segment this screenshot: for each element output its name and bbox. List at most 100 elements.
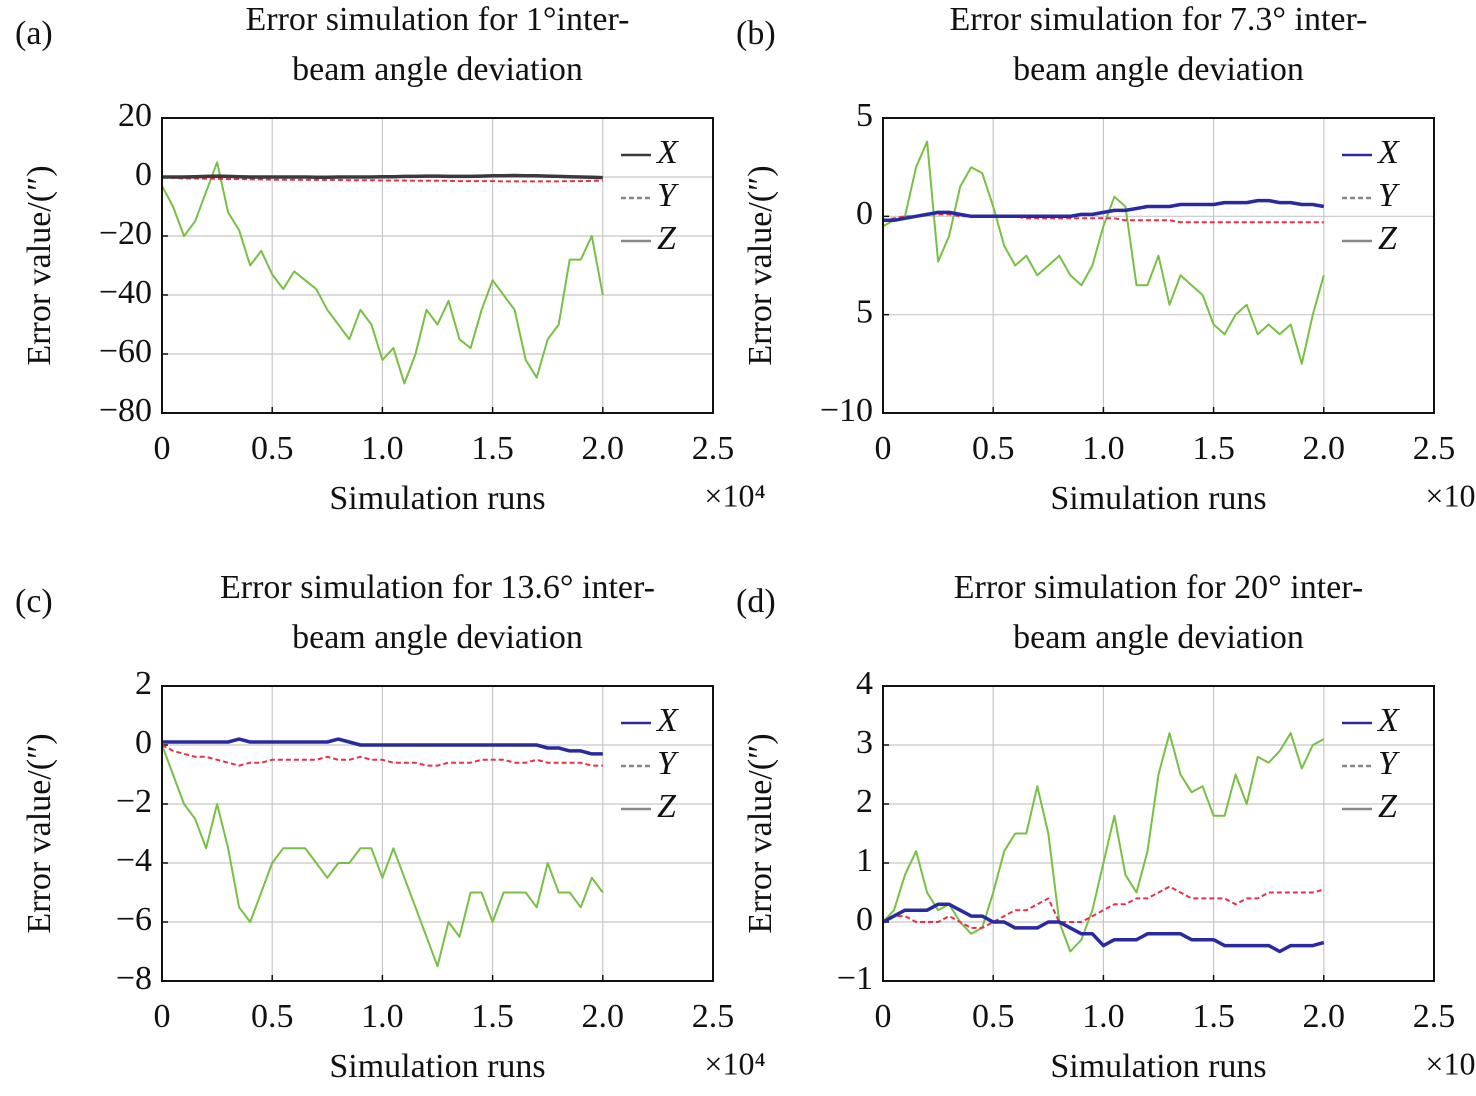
series-line <box>883 198 1325 223</box>
plot-frame <box>161 685 714 982</box>
y-tick-label: −60 <box>99 333 152 370</box>
plot-frame <box>882 685 1435 982</box>
y-axis-label: Error value/(″) <box>742 733 779 933</box>
x-tick-label: 2.0 <box>1303 430 1346 467</box>
y-tick-label: −10 <box>820 392 873 429</box>
chart-title: Error simulation for 7.3° inter- <box>950 1 1368 38</box>
y-axis-label: Error value/(″) <box>21 733 58 933</box>
x-tick-label: 2.5 <box>1413 998 1456 1035</box>
x-tick-label: 1.5 <box>471 998 514 1035</box>
legend-label: Y <box>1378 745 1400 782</box>
chart-title: Error simulation for 20° inter- <box>954 569 1363 606</box>
x-tick-label: 2.5 <box>1413 430 1456 467</box>
x-tick-label: 0.5 <box>972 430 1015 467</box>
y-tick-label: 20 <box>118 97 152 134</box>
series-line <box>161 744 604 968</box>
legend-label: Z <box>1378 788 1398 825</box>
panel-label: (a) <box>15 15 53 52</box>
y-tick-label: −20 <box>99 215 152 252</box>
x-tick-label: 1.0 <box>1082 998 1125 1035</box>
x-tick-label: 2.5 <box>692 430 735 467</box>
y-tick-label: 0 <box>135 724 152 761</box>
legend-label: X <box>1376 702 1400 739</box>
legend-label: Z <box>1378 220 1398 257</box>
x-tick-label: 1.5 <box>1192 430 1235 467</box>
series-line <box>162 737 603 756</box>
series-line <box>882 902 1325 954</box>
chart-title: Error simulation for 13.6° inter- <box>220 569 655 606</box>
x-multiplier: ×10⁴ <box>704 1045 765 1081</box>
x-multiplier: ×10⁴ <box>1425 477 1476 513</box>
legend-label: Z <box>657 788 677 825</box>
series-line <box>161 161 604 385</box>
panel: 0 0.5 1.0 1.5 2.0 2.5 20 0 −20 −40 −60 −80 XYZ (a) Err… <box>15 1 766 517</box>
x-tick-label: 1.0 <box>361 430 404 467</box>
legend-label: X <box>655 702 679 739</box>
y-tick-label: −1 <box>837 960 873 997</box>
legend-label: Z <box>657 220 677 257</box>
x-tick-label: 1.0 <box>361 998 404 1035</box>
legend-label: Y <box>1378 177 1400 214</box>
x-tick-label: 0 <box>154 998 171 1035</box>
y-tick-label: 4 <box>856 665 873 702</box>
panel-label: (d) <box>736 583 776 620</box>
x-tick-label: 1.5 <box>1192 998 1235 1035</box>
y-axis-label: Error value/(″) <box>21 165 58 365</box>
x-tick-label: 0.5 <box>251 998 294 1035</box>
chart-title: beam angle deviation <box>1013 51 1304 88</box>
y-tick-label: 0 <box>135 156 152 193</box>
series-line <box>882 732 1325 953</box>
plot-frame <box>161 117 714 414</box>
y-tick-label: 0 <box>856 901 873 938</box>
x-multiplier: ×10⁴ <box>1425 1045 1476 1081</box>
series-line <box>162 173 603 180</box>
x-multiplier: ×10⁴ <box>704 477 765 513</box>
chart-title: beam angle deviation <box>292 619 583 656</box>
x-tick-label: 0 <box>875 430 892 467</box>
panel: 0 0.5 1.0 1.5 2.0 2.5 5 0 5 −10 XYZ (b) Error simula… <box>736 1 1476 517</box>
series-line <box>161 744 603 767</box>
legend-label: X <box>1376 134 1400 171</box>
y-tick-label: 5 <box>856 97 873 134</box>
x-axis-label: Simulation runs <box>1050 1048 1266 1085</box>
y-tick-label: 2 <box>856 783 873 820</box>
legend-label: Y <box>657 177 679 214</box>
y-tick-label: −8 <box>116 960 152 997</box>
y-tick-label: 0 <box>856 195 873 232</box>
series-line <box>882 213 1324 224</box>
x-tick-label: 2.0 <box>582 998 625 1035</box>
y-tick-label: 3 <box>856 724 873 761</box>
panel-label: (b) <box>736 15 776 52</box>
panel: 0 0.5 1.0 1.5 2.0 2.5 2 0 −2 −4 −6 −8 XYZ (c) Error si… <box>15 569 766 1085</box>
x-tick-label: 2.5 <box>692 998 735 1035</box>
x-tick-label: 1.0 <box>1082 430 1125 467</box>
y-tick-label: −80 <box>99 392 152 429</box>
y-tick-label: −40 <box>99 274 152 311</box>
series-line <box>882 885 1325 929</box>
panel-label: (c) <box>15 583 53 620</box>
legend-label: X <box>655 134 679 171</box>
y-tick-label: −2 <box>116 783 152 820</box>
y-axis-label: Error value/(″) <box>742 165 779 365</box>
x-axis-label: Simulation runs <box>1050 480 1266 517</box>
x-axis-label: Simulation runs <box>329 1048 545 1085</box>
x-tick-label: 0.5 <box>251 430 294 467</box>
x-tick-label: 2.0 <box>1303 998 1346 1035</box>
chart-title: Error simulation for 1°inter- <box>246 1 630 38</box>
series-line <box>882 140 1325 365</box>
chart-title: beam angle deviation <box>292 51 583 88</box>
legend-label: Y <box>657 745 679 782</box>
y-tick-label: 2 <box>135 665 152 702</box>
y-tick-label: 5 <box>856 293 873 330</box>
x-axis-label: Simulation runs <box>329 480 545 517</box>
y-tick-label: −4 <box>116 842 152 879</box>
x-tick-label: 2.0 <box>582 430 625 467</box>
plot-frame <box>882 117 1435 414</box>
x-tick-label: 1.5 <box>471 430 514 467</box>
series-line <box>161 176 603 183</box>
x-tick-label: 0 <box>154 430 171 467</box>
x-tick-label: 0.5 <box>972 998 1015 1035</box>
y-tick-label: −6 <box>116 901 152 938</box>
